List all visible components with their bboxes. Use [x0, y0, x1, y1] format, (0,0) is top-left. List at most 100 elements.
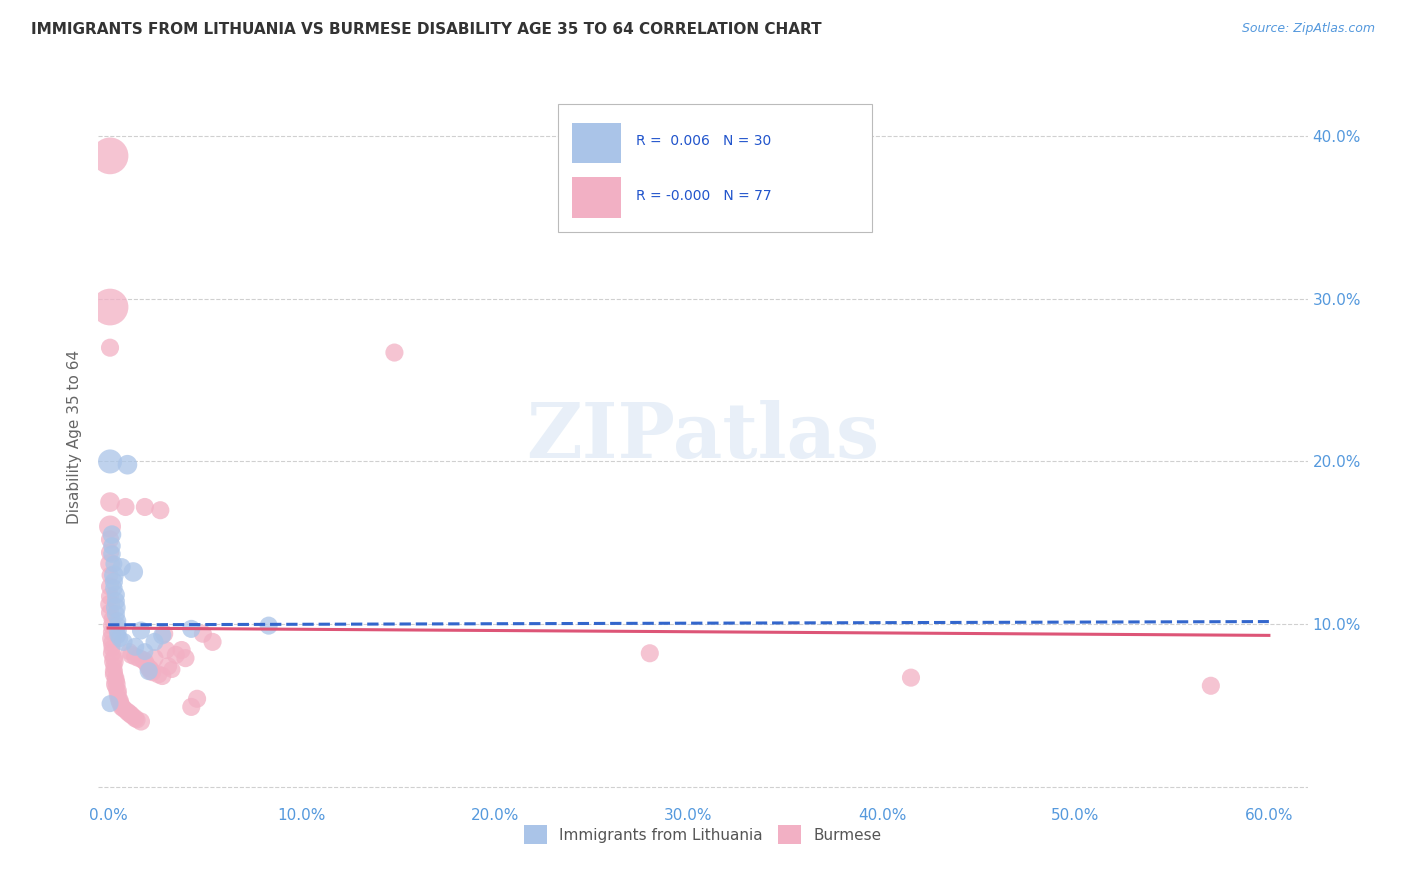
Point [155, 643, 177, 657]
Point [143, 635, 166, 649]
Point [107, 628, 129, 642]
Point [112, 701, 135, 715]
Point [98, 341, 121, 355]
Point [103, 568, 125, 582]
Point [103, 664, 125, 678]
Point [129, 624, 152, 638]
FancyBboxPatch shape [558, 104, 872, 232]
Point [114, 703, 136, 717]
Point [150, 669, 173, 683]
Point [101, 641, 124, 656]
Point [104, 594, 127, 608]
Text: IMMIGRANTS FROM LITHUANIA VS BURMESE DISABILITY AGE 35 TO 64 CORRELATION CHART: IMMIGRANTS FROM LITHUANIA VS BURMESE DIS… [31, 22, 821, 37]
Point [114, 500, 136, 514]
Point [103, 581, 125, 595]
Point [98, 568, 121, 582]
Point [132, 653, 155, 667]
Point [139, 664, 162, 678]
Point [118, 645, 141, 659]
Point [150, 628, 173, 642]
Point [101, 527, 124, 541]
Point [103, 557, 125, 571]
Point [117, 705, 139, 719]
Text: R =  0.006   N = 30: R = 0.006 N = 30 [637, 134, 772, 148]
Point [108, 695, 131, 709]
Point [149, 503, 172, 517]
Point [98, 149, 121, 163]
Point [101, 646, 124, 660]
Point [170, 643, 193, 657]
Point [98, 606, 121, 620]
Point [138, 661, 160, 675]
Point [103, 654, 125, 668]
Point [384, 345, 406, 359]
Point [180, 699, 202, 714]
Point [98, 545, 121, 559]
Point [107, 618, 129, 632]
Point [107, 690, 129, 705]
Point [129, 714, 152, 729]
Text: R = -0.000   N = 77: R = -0.000 N = 77 [637, 189, 772, 202]
Point [139, 663, 162, 677]
Point [98, 300, 121, 314]
Point [180, 622, 202, 636]
Legend: Immigrants from Lithuania, Burmese: Immigrants from Lithuania, Burmese [519, 819, 887, 850]
Point [104, 588, 127, 602]
Point [143, 651, 166, 665]
Point [103, 667, 125, 681]
Point [157, 659, 180, 673]
Point [111, 698, 134, 713]
Point [98, 557, 121, 571]
Point [122, 709, 145, 723]
Point [134, 645, 156, 659]
Point [104, 607, 127, 622]
Point [104, 671, 127, 685]
Point [101, 625, 124, 640]
Point [101, 636, 124, 650]
Point [900, 671, 922, 685]
Point [124, 640, 146, 654]
Bar [572, 122, 621, 163]
Point [165, 648, 187, 662]
Point [118, 706, 141, 721]
Point [98, 598, 121, 612]
Point [104, 677, 127, 691]
Point [638, 646, 661, 660]
Point [128, 651, 150, 665]
Point [107, 614, 129, 628]
Point [98, 533, 121, 547]
Point [112, 635, 135, 649]
Point [160, 663, 183, 677]
Point [98, 580, 121, 594]
Point [127, 713, 149, 727]
Point [120, 648, 142, 662]
Point [142, 665, 165, 680]
Point [98, 454, 121, 468]
Point [107, 683, 129, 698]
Point [107, 624, 129, 638]
Point [257, 618, 280, 632]
Point [134, 500, 156, 514]
Point [108, 632, 131, 646]
Point [98, 590, 121, 604]
Point [101, 539, 124, 553]
Text: ZIPatlas: ZIPatlas [526, 401, 880, 474]
Point [201, 635, 224, 649]
Point [174, 651, 197, 665]
Point [104, 673, 127, 688]
Point [108, 693, 131, 707]
Point [111, 560, 134, 574]
Point [111, 699, 134, 714]
Point [134, 654, 156, 668]
Point [1199, 679, 1222, 693]
Point [98, 697, 121, 711]
Point [124, 711, 146, 725]
Point [101, 547, 124, 561]
Point [101, 632, 124, 646]
Point [148, 667, 170, 681]
Point [103, 574, 125, 589]
Point [103, 651, 125, 665]
Point [186, 691, 208, 706]
Point [153, 626, 176, 640]
Point [124, 649, 146, 664]
